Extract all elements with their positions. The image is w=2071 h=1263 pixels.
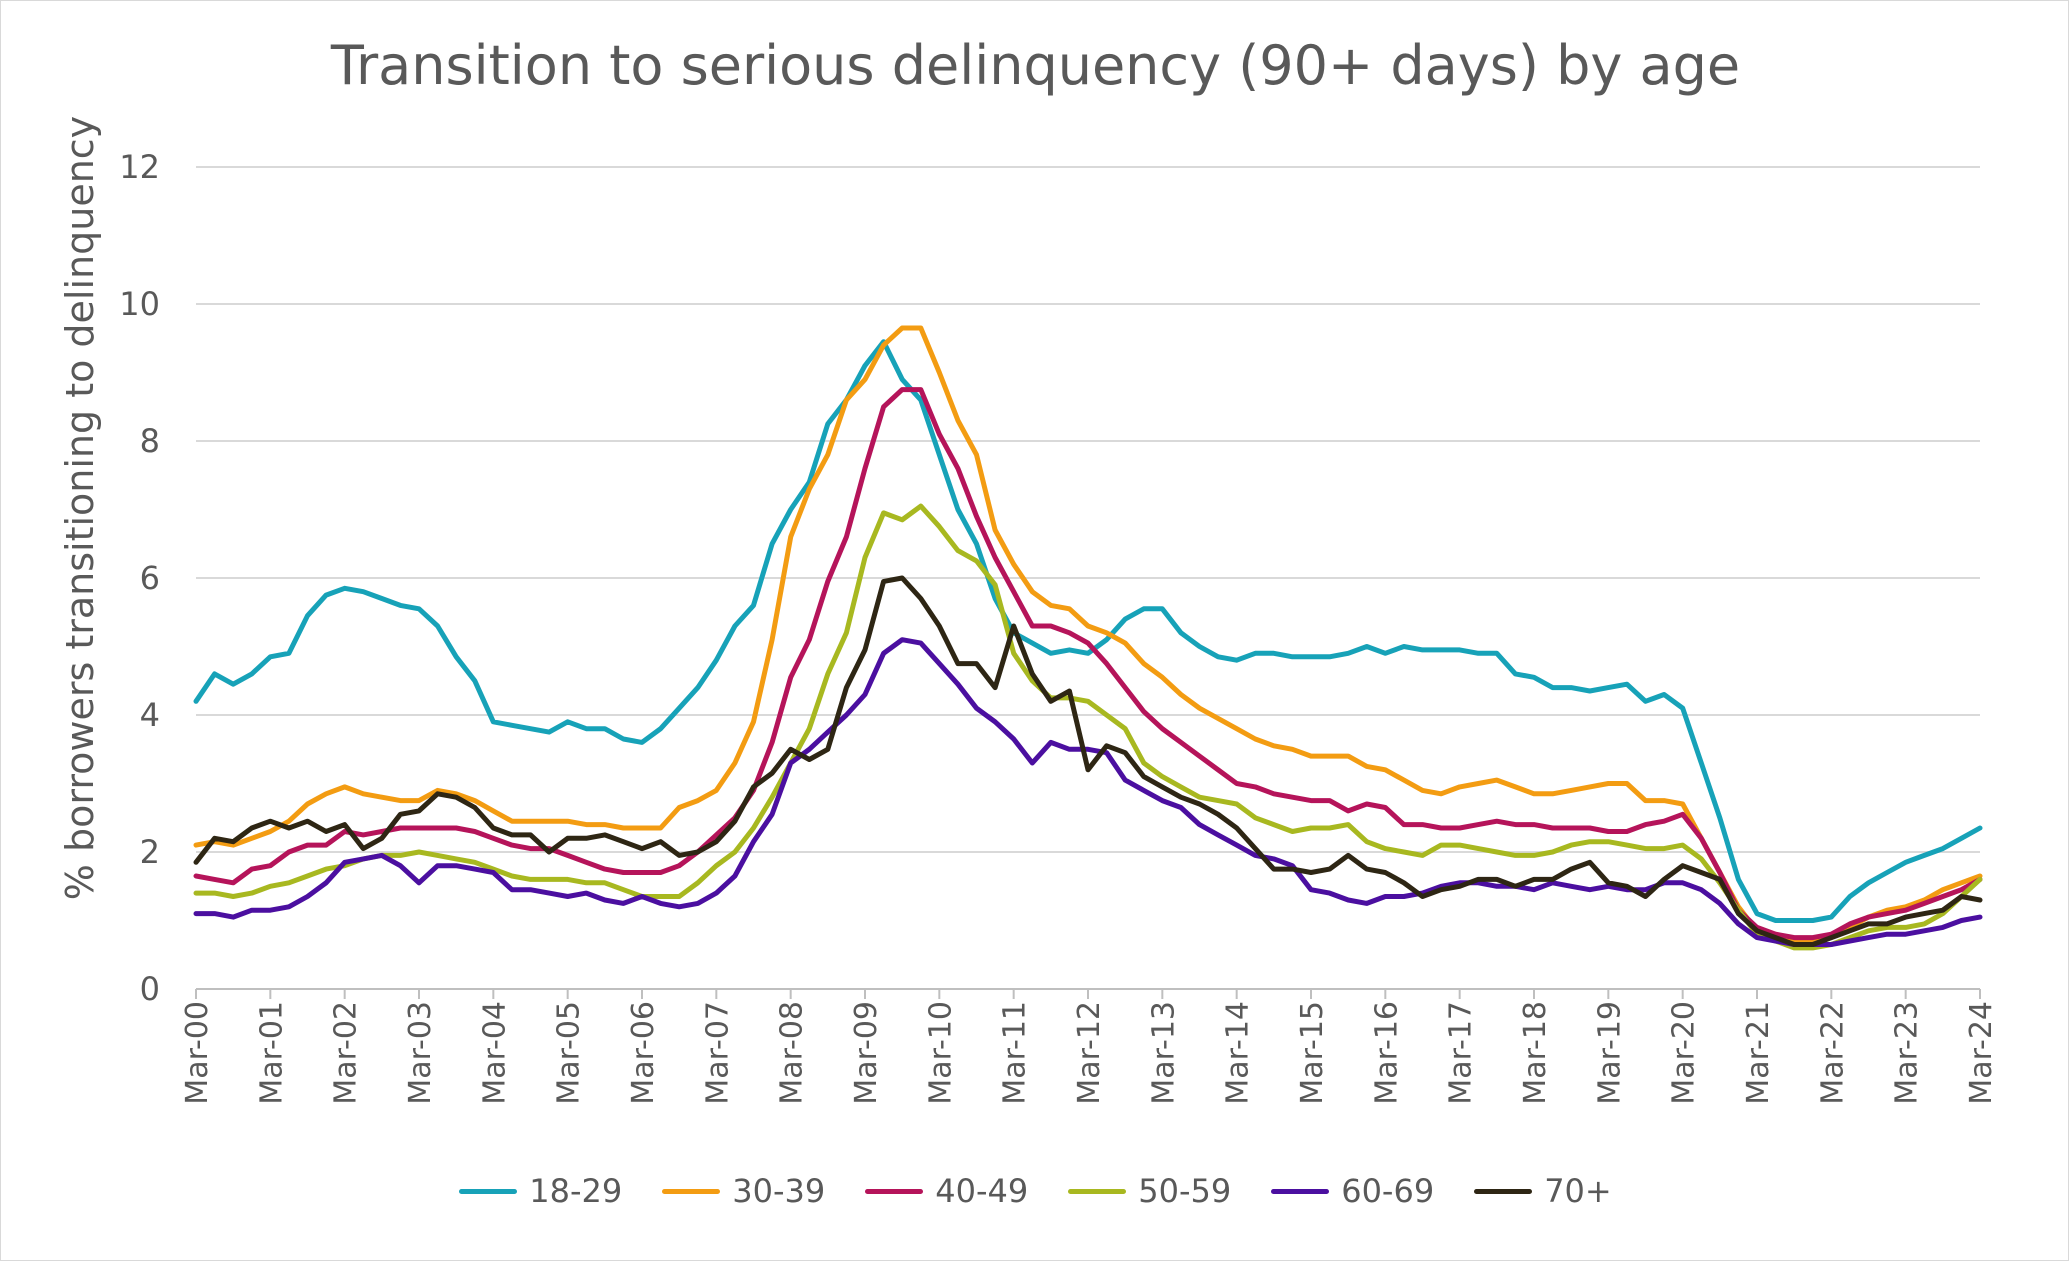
x-tick-label: Mar-21 (1741, 1001, 1776, 1105)
x-tick-label: Mar-10 (923, 1001, 958, 1105)
x-tick-label: Mar-13 (1146, 1001, 1181, 1105)
legend-label: 60-69 (1341, 1172, 1435, 1210)
legend-item-50-59: 50-59 (1068, 1172, 1231, 1210)
x-tick-label: Mar-09 (849, 1001, 884, 1105)
legend-label: 70+ (1544, 1172, 1612, 1210)
y-tick-label: 4 (140, 696, 160, 734)
x-tick-label: Mar-22 (1815, 1001, 1850, 1105)
legend-label: 50-59 (1138, 1172, 1232, 1210)
y-tick-label: 2 (140, 833, 160, 871)
legend-swatch (1271, 1188, 1330, 1194)
x-tick-label: Mar-02 (329, 1001, 364, 1105)
x-tick-label: Mar-16 (1369, 1001, 1404, 1105)
y-tick-label: 0 (140, 970, 160, 1008)
x-tick-label: Mar-07 (700, 1001, 735, 1105)
legend-label: 30-39 (732, 1172, 826, 1210)
x-tick-label: Mar-24 (1964, 1001, 1999, 1105)
x-tick-label: Mar-00 (180, 1001, 215, 1105)
series-line-60-69 (193, 637, 1983, 947)
x-tick-label: Mar-08 (775, 1001, 810, 1105)
legend-swatch (1474, 1188, 1533, 1194)
x-tick-label: Mar-05 (552, 1001, 587, 1105)
y-axis-ticks: 0 2 4 6 8 10 12 (119, 148, 160, 1008)
x-axis-ticks: Mar-00 Mar-01 Mar-02 Mar-03 Mar-04 Mar-05 Mar-… (180, 989, 1999, 1105)
x-tick-label: Mar-23 (1890, 1001, 1925, 1105)
legend-swatch (459, 1188, 518, 1194)
legend: 18-29 30-39 40-49 50-59 60-69 70+ (0, 1172, 2071, 1210)
legend-item-70+: 70+ (1474, 1172, 1612, 1210)
x-tick-label: Mar-11 (998, 1001, 1033, 1105)
series-line-70+ (193, 575, 1983, 947)
x-tick-label: Mar-15 (1295, 1001, 1330, 1105)
legend-swatch (1068, 1188, 1127, 1194)
legend-swatch (865, 1188, 924, 1194)
legend-item-30-39: 30-39 (662, 1172, 825, 1210)
legend-label: 18-29 (529, 1172, 623, 1210)
x-tick-label: Mar-19 (1592, 1001, 1627, 1105)
y-tick-label: 8 (140, 422, 160, 460)
x-tick-label: Mar-03 (403, 1001, 438, 1105)
x-tick-label: Mar-20 (1667, 1001, 1702, 1105)
x-tick-label: Mar-01 (254, 1001, 289, 1105)
x-tick-label: Mar-17 (1444, 1001, 1479, 1105)
series-line-18-29 (193, 339, 1983, 923)
x-tick-label: Mar-14 (1221, 1001, 1256, 1105)
legend-item-18-29: 18-29 (459, 1172, 622, 1210)
series-lines (193, 325, 1983, 951)
chart-title: Transition to serious delinquency (90+ d… (330, 34, 1741, 97)
x-tick-label: Mar-18 (1518, 1001, 1553, 1105)
series-line-40-49 (193, 387, 1983, 941)
x-tick-label: Mar-04 (477, 1001, 512, 1105)
y-tick-label: 12 (119, 148, 160, 186)
y-tick-label: 6 (140, 559, 160, 597)
legend-item-60-69: 60-69 (1271, 1172, 1434, 1210)
x-tick-label: Mar-06 (626, 1001, 661, 1105)
legend-item-40-49: 40-49 (865, 1172, 1028, 1210)
series-line-50-59 (193, 503, 1983, 951)
series-line-30-39 (193, 325, 1983, 944)
legend-swatch (662, 1188, 721, 1194)
x-tick-label: Mar-12 (1072, 1001, 1107, 1105)
legend-label: 40-49 (935, 1172, 1029, 1210)
y-tick-label: 10 (119, 285, 160, 323)
